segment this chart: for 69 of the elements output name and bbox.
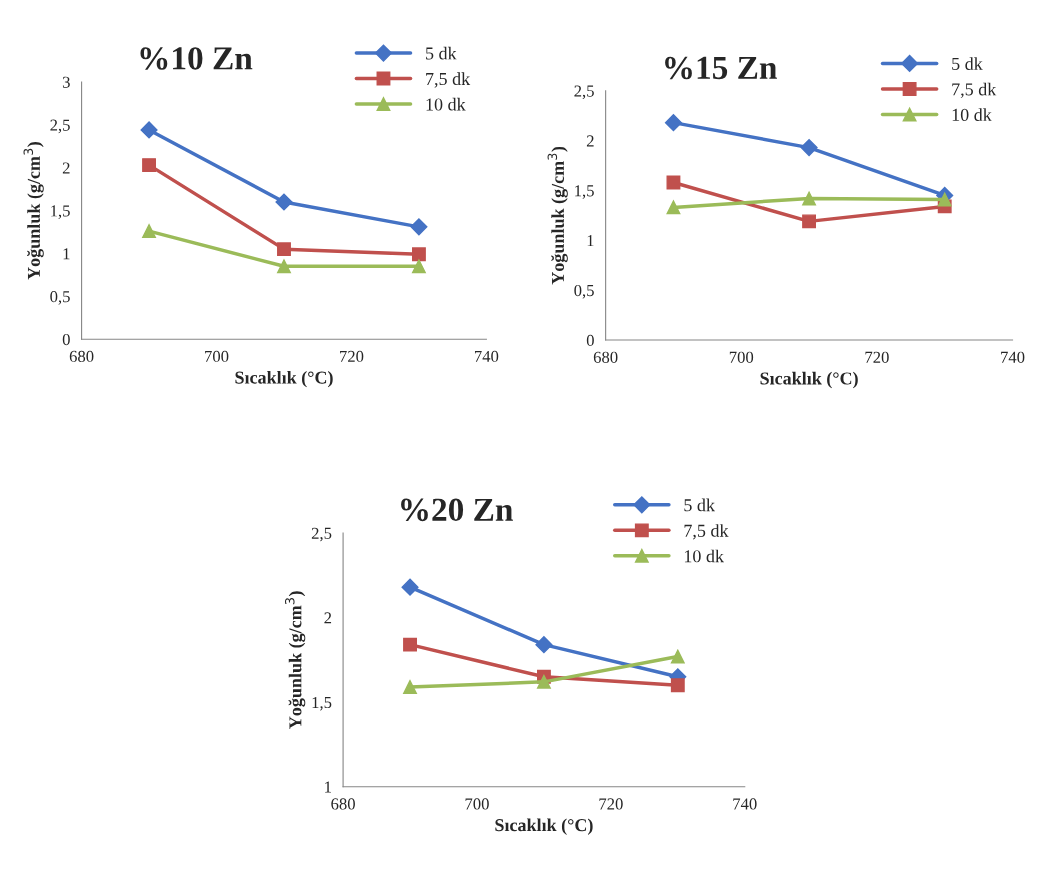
point (403, 679, 417, 694)
point (802, 214, 817, 229)
y-tick-label: 3 (62, 76, 70, 88)
point (670, 649, 685, 664)
x-tick-label: 680 (69, 350, 94, 363)
x-axis-title: Sıcaklık (°C) (235, 370, 333, 388)
x-tick-label: 720 (599, 798, 623, 810)
y-tick-label: 2,5 (50, 119, 70, 134)
y-tick-label: 1 (63, 248, 70, 260)
x-tick-label: 740 (474, 350, 499, 363)
y-tick-label: 0,5 (50, 291, 70, 305)
y-tick-label: 1,5 (312, 696, 332, 711)
point (142, 224, 157, 239)
point (666, 200, 681, 215)
point (535, 636, 553, 654)
y-axis-title: Yoğunluk (g/cm$^{3}$) (547, 146, 568, 285)
legend-label: 7,5 dk (952, 82, 997, 99)
point (140, 121, 158, 139)
x-axis-title: Sıcaklık (°C) (495, 818, 593, 835)
legend-label: 10 dk (426, 97, 466, 111)
point (664, 114, 683, 132)
y-axis-title: Yoğunluk (g/cm$^{3}$) (285, 591, 306, 729)
y-tick-label: 0,5 (574, 284, 594, 299)
y-axis-title: Yoğunluk (g/cm$^{3}$) (23, 142, 44, 280)
point (277, 259, 291, 274)
y-tick-label: 1,5 (51, 205, 70, 219)
y-tick-label: 1,5 (575, 185, 594, 199)
point (410, 218, 428, 236)
point (275, 193, 293, 211)
point (401, 578, 419, 596)
point (800, 139, 818, 157)
x-tick-label: 680 (331, 798, 355, 810)
point (142, 158, 157, 173)
legend-label: 7,5 dk (426, 72, 471, 88)
chart-title: %15 Zn (665, 56, 777, 80)
legend-label: 5 dk (684, 498, 715, 512)
y-tick-label: 2 (324, 612, 332, 624)
y-tick-label: 2,5 (574, 85, 594, 100)
x-tick-label: 700 (729, 351, 754, 363)
y-tick-label: 2,5 (311, 527, 332, 542)
point (411, 247, 426, 262)
point (411, 259, 426, 274)
chart-title: %10 Zn (140, 47, 253, 70)
y-tick-label: 0 (62, 333, 70, 346)
legend-label: 5 dk (952, 57, 983, 70)
legend-label: 10 dk (684, 549, 724, 563)
x-tick-label: 680 (593, 351, 618, 363)
legend-label: 10 dk (952, 108, 992, 121)
y-tick-label: 0 (586, 334, 594, 347)
y-tick-label: 2 (586, 135, 594, 147)
x-tick-label: 700 (465, 798, 489, 810)
x-tick-label: 720 (340, 350, 364, 363)
y-tick-label: 1 (587, 235, 594, 247)
point (277, 242, 291, 257)
point (937, 192, 952, 207)
x-tick-label: 700 (205, 350, 229, 363)
y-tick-label: 1 (325, 781, 331, 793)
point (802, 191, 817, 206)
point (536, 674, 551, 689)
legend-label: 5 dk (426, 46, 457, 60)
x-tick-label: 740 (733, 798, 757, 810)
chart-title: %20 Zn (401, 498, 513, 522)
point (670, 678, 685, 693)
x-tick-label: 720 (865, 351, 889, 363)
point (403, 637, 417, 652)
y-tick-label: 2 (62, 162, 70, 174)
x-tick-label: 740 (1001, 351, 1025, 363)
legend-label: 7,5 dk (684, 524, 729, 540)
x-axis-title: Sıcaklık (°C) (760, 371, 858, 389)
